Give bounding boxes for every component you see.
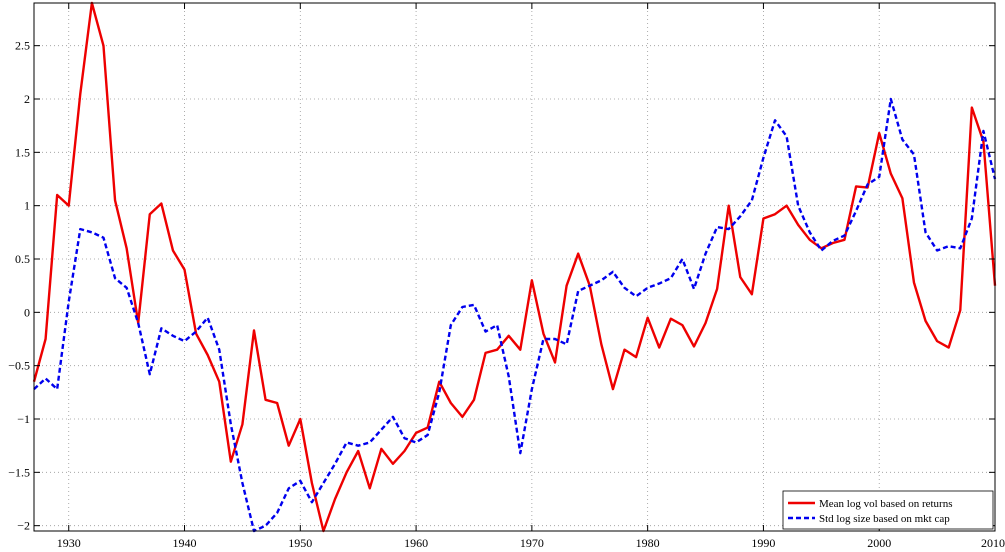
series-line-1 bbox=[32, 1, 997, 533]
x-tick-label: 1940 bbox=[173, 536, 197, 550]
y-tick-label: −2 bbox=[17, 519, 30, 533]
x-tick-label: 1930 bbox=[57, 536, 81, 550]
x-tick-labels: 1930 1940 1950 1960 1970 1980 1990 2000 2010 bbox=[57, 536, 1005, 550]
y-tick-label: 0 bbox=[24, 305, 30, 319]
legend: Mean log vol based on returns Std log siz… bbox=[782, 490, 994, 530]
y-tick-label: 1 bbox=[24, 199, 30, 213]
y-tick-labels: −2 −1.5 −1 −0.5 0 0.5 1 1.5 2 2.5 bbox=[8, 39, 30, 533]
x-tick-label: 1950 bbox=[288, 536, 312, 550]
legend-label-1: Mean log vol based on returns bbox=[819, 498, 953, 510]
axis-ticks bbox=[34, 3, 996, 531]
y-tick-label: 0.5 bbox=[15, 252, 30, 266]
x-tick-label: 1980 bbox=[636, 536, 660, 550]
y-tick-label: −1.5 bbox=[8, 465, 30, 479]
plot-frame bbox=[33, 2, 996, 532]
y-tick-label: −0.5 bbox=[8, 359, 30, 373]
series-lines bbox=[32, 1, 997, 533]
y-tick-label: 2.5 bbox=[15, 39, 30, 53]
series-line-2 bbox=[33, 97, 997, 533]
legend-box bbox=[782, 490, 994, 530]
y-tick-label: −1 bbox=[17, 412, 30, 426]
x-tick-label: 1990 bbox=[751, 536, 775, 550]
grid-lines bbox=[34, 3, 996, 531]
y-tick-label: 2 bbox=[24, 92, 30, 106]
x-tick-label: 2000 bbox=[867, 536, 891, 550]
x-tick-label: 2010 bbox=[981, 536, 1005, 550]
x-tick-label: 1960 bbox=[404, 536, 428, 550]
x-tick-label: 1970 bbox=[520, 536, 544, 550]
legend-label-2: Std log size based on mkt cap bbox=[819, 513, 950, 525]
y-tick-label: 1.5 bbox=[15, 145, 30, 159]
